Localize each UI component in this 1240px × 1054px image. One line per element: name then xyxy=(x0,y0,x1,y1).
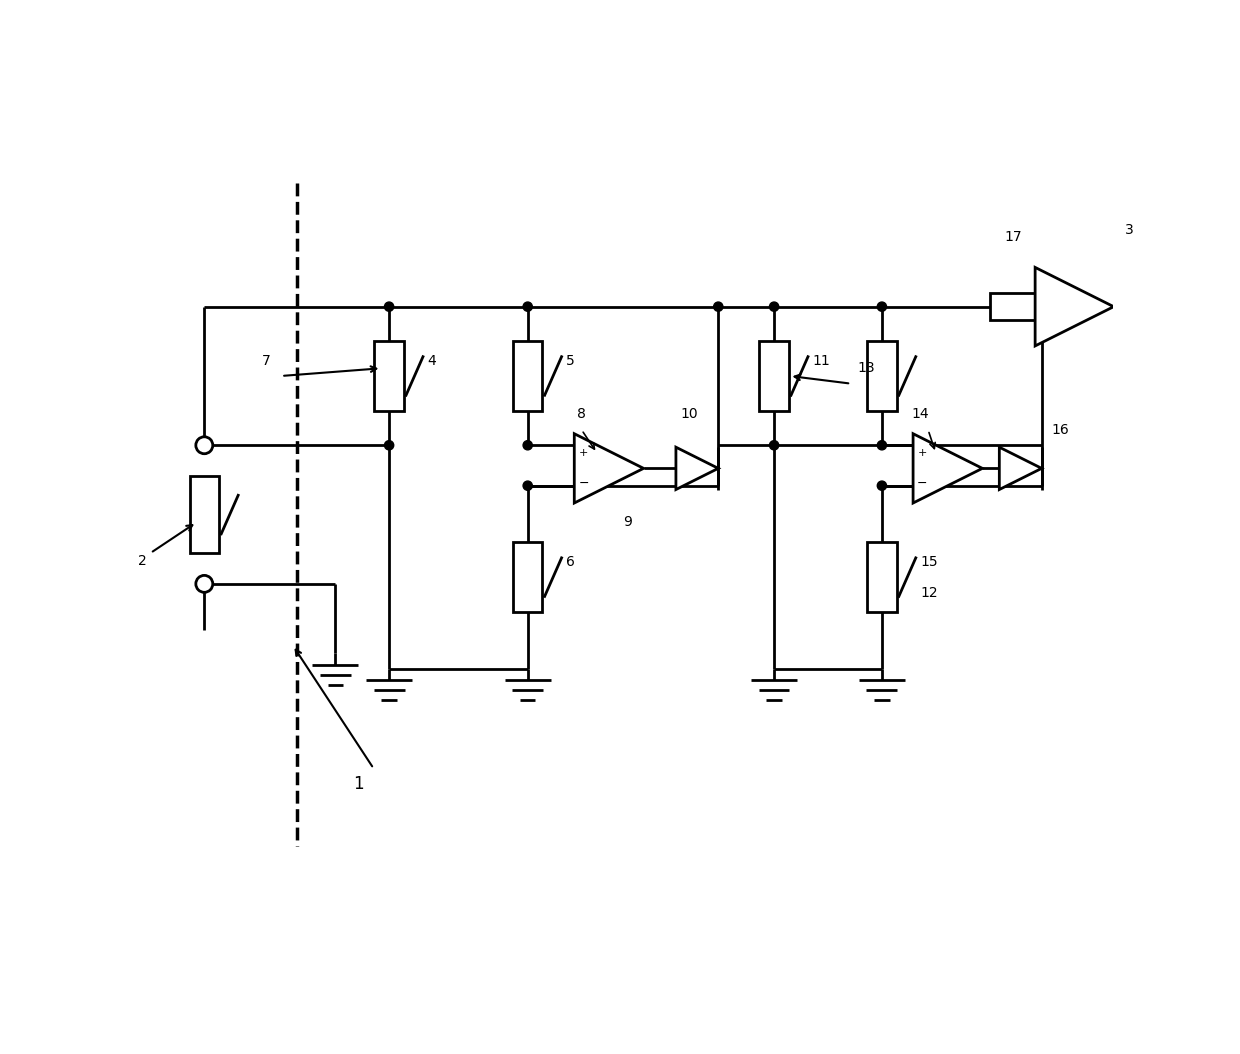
FancyBboxPatch shape xyxy=(513,341,542,411)
Text: 15: 15 xyxy=(920,554,937,569)
FancyBboxPatch shape xyxy=(513,543,542,611)
Circle shape xyxy=(196,436,213,453)
Circle shape xyxy=(770,441,779,450)
Circle shape xyxy=(196,575,213,592)
Circle shape xyxy=(384,302,394,311)
Text: −: − xyxy=(918,477,928,490)
FancyBboxPatch shape xyxy=(867,543,897,611)
Circle shape xyxy=(877,481,887,490)
Text: 7: 7 xyxy=(262,353,270,368)
Text: 9: 9 xyxy=(624,515,632,529)
FancyBboxPatch shape xyxy=(867,341,897,411)
Circle shape xyxy=(523,481,532,490)
Text: −: − xyxy=(578,477,589,490)
FancyBboxPatch shape xyxy=(990,293,1052,320)
Circle shape xyxy=(384,441,394,450)
Text: 2: 2 xyxy=(139,553,148,568)
FancyBboxPatch shape xyxy=(190,476,219,553)
Text: 3: 3 xyxy=(1125,222,1133,237)
Text: 10: 10 xyxy=(681,408,698,422)
Circle shape xyxy=(877,441,887,450)
Text: 11: 11 xyxy=(812,353,831,368)
Polygon shape xyxy=(1035,268,1114,346)
Circle shape xyxy=(877,302,887,311)
Polygon shape xyxy=(999,447,1042,489)
FancyBboxPatch shape xyxy=(759,341,789,411)
Polygon shape xyxy=(913,433,982,503)
Text: 1: 1 xyxy=(353,775,363,793)
Polygon shape xyxy=(676,447,718,489)
Text: 16: 16 xyxy=(1052,423,1069,436)
Text: 12: 12 xyxy=(920,586,937,600)
Circle shape xyxy=(523,302,532,311)
Text: 4: 4 xyxy=(428,353,436,368)
Text: +: + xyxy=(579,448,588,458)
Circle shape xyxy=(523,441,532,450)
Text: 14: 14 xyxy=(911,408,929,422)
Text: 5: 5 xyxy=(567,353,575,368)
Text: 6: 6 xyxy=(567,554,575,569)
Polygon shape xyxy=(574,433,644,503)
Text: 13: 13 xyxy=(858,362,875,375)
Text: +: + xyxy=(918,448,928,458)
Text: 17: 17 xyxy=(1004,231,1022,245)
Circle shape xyxy=(770,302,779,311)
Text: 8: 8 xyxy=(577,408,587,422)
Circle shape xyxy=(714,302,723,311)
FancyBboxPatch shape xyxy=(374,341,404,411)
